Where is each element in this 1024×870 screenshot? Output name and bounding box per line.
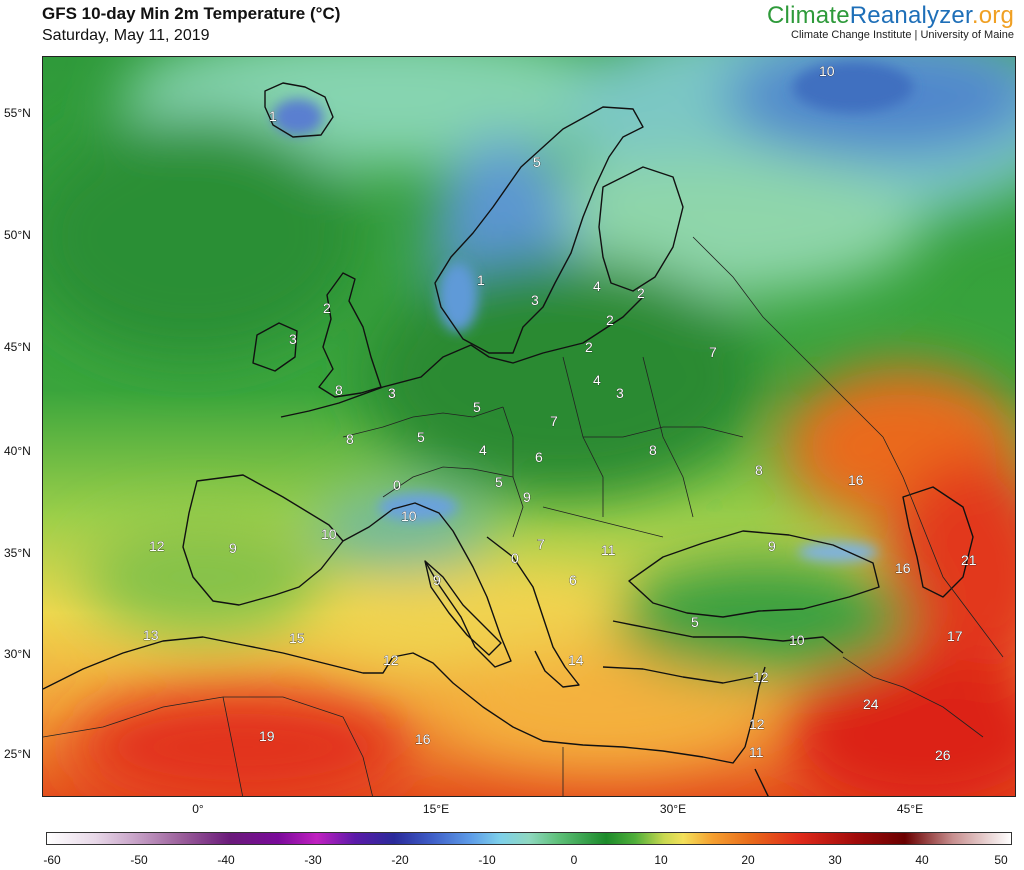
value-label: 2 (606, 312, 614, 328)
map-canvas: 10 1 5 1 3 4 2 2 2 3 2 7 3 4 3 8 5 7 3 8… (43, 57, 1015, 796)
value-label: 10 (401, 508, 417, 524)
value-label: 2 (323, 300, 331, 316)
value-label: 16 (848, 472, 864, 488)
value-label: 10 (819, 63, 835, 79)
value-labels: 10 1 5 1 3 4 2 2 2 3 2 7 3 4 3 8 5 7 3 8… (143, 63, 977, 764)
value-label: 24 (863, 696, 879, 712)
logo-org: .org (971, 2, 1014, 29)
country-borders (43, 236, 1004, 796)
colorbar-tick: -30 (304, 853, 322, 867)
logo-reanalyzer: Reanalyzer (849, 2, 972, 29)
lat-label: 45°N (4, 340, 31, 354)
value-label: 6 (535, 449, 543, 465)
colorbar-tick: 40 (915, 853, 929, 867)
value-label: 14 (568, 652, 584, 668)
value-label: 0 (511, 550, 519, 566)
value-label: 8 (335, 382, 343, 398)
brand-tagline: Climate Change Institute | University of… (791, 29, 1014, 41)
map-title: GFS 10-day Min 2m Temperature (°C) (42, 4, 341, 23)
value-label: 12 (749, 716, 765, 732)
colorbar-tick: -50 (130, 853, 148, 867)
colorbar-tick: 10 (654, 853, 668, 867)
value-label: 11 (749, 744, 764, 760)
value-label: 10 (321, 526, 337, 542)
value-label: 3 (388, 385, 396, 401)
lat-label: 35°N (4, 546, 31, 560)
value-label: 4 (593, 372, 601, 388)
value-label: 7 (550, 413, 558, 429)
map-date: Saturday, May 11, 2019 (42, 27, 210, 44)
colorbar (46, 832, 1012, 845)
value-label: 16 (895, 560, 911, 576)
value-label: 4 (479, 442, 487, 458)
colorbar-tick: 0 (570, 853, 578, 867)
lat-label: 50°N (4, 228, 31, 242)
value-label: 7 (537, 536, 545, 552)
value-label: 16 (415, 731, 431, 747)
value-label: 10 (789, 632, 805, 648)
lat-label: 25°N (4, 747, 31, 761)
value-label: 9 (433, 572, 441, 588)
value-label: 5 (417, 429, 425, 445)
colorbar-tick: -20 (391, 853, 409, 867)
lon-label: 15°E (422, 802, 450, 816)
value-label: 3 (289, 331, 297, 347)
coastlines (43, 82, 974, 796)
value-label: 12 (383, 652, 399, 668)
colorbar-tick: -60 (43, 853, 61, 867)
colorbar-tick: 50 (994, 853, 1008, 867)
lat-label: 55°N (4, 106, 31, 120)
value-label: 5 (473, 399, 481, 415)
value-label: 6 (569, 572, 577, 588)
value-label: 1 (477, 272, 485, 288)
colorbar-tick: -40 (217, 853, 235, 867)
value-label: 0 (393, 477, 401, 493)
colorbar-tick: 30 (828, 853, 842, 867)
value-label: 1 (269, 108, 277, 124)
value-label: 26 (935, 747, 951, 763)
value-label: 9 (768, 538, 776, 554)
value-label: 3 (531, 292, 539, 308)
value-label: 11 (601, 542, 616, 558)
brand-block: ClimateReanalyzer.org Climate Change Ins… (767, 2, 1014, 41)
lon-label: 0° (192, 802, 204, 816)
lat-label: 40°N (4, 444, 31, 458)
value-label: 3 (388, 385, 396, 401)
cold-spots (273, 62, 913, 562)
colorbar-tick: 20 (741, 853, 755, 867)
value-label: 5 (495, 474, 503, 490)
value-label: 8 (346, 431, 354, 447)
value-label: 2 (637, 285, 645, 301)
lat-label: 30°N (4, 647, 31, 661)
value-label: 9 (229, 540, 237, 556)
value-label: 5 (691, 614, 699, 630)
lon-label: 30°E (659, 802, 687, 816)
value-label: 5 (533, 154, 541, 170)
value-label: 12 (753, 669, 769, 685)
value-label: 3 (616, 385, 624, 401)
value-label: 2 (585, 339, 593, 355)
value-label: 15 (289, 630, 305, 646)
value-label: 8 (755, 462, 763, 478)
value-label: 13 (143, 627, 159, 643)
value-label: 9 (523, 489, 531, 505)
value-label: 19 (259, 728, 275, 744)
temperature-map: 10 1 5 1 3 4 2 2 2 3 2 7 3 4 3 8 5 7 3 8… (42, 56, 1016, 797)
logo-climate: Climate (767, 2, 850, 29)
value-label: 7 (709, 344, 717, 360)
value-label: 21 (961, 552, 977, 568)
value-label: 12 (149, 538, 165, 554)
value-label: 17 (947, 628, 963, 644)
lon-label: 45°E (896, 802, 924, 816)
value-label: 4 (593, 278, 601, 294)
brand-logo[interactable]: ClimateReanalyzer.org (767, 2, 1014, 30)
value-label: 8 (649, 442, 657, 458)
colorbar-tick: -10 (478, 853, 496, 867)
